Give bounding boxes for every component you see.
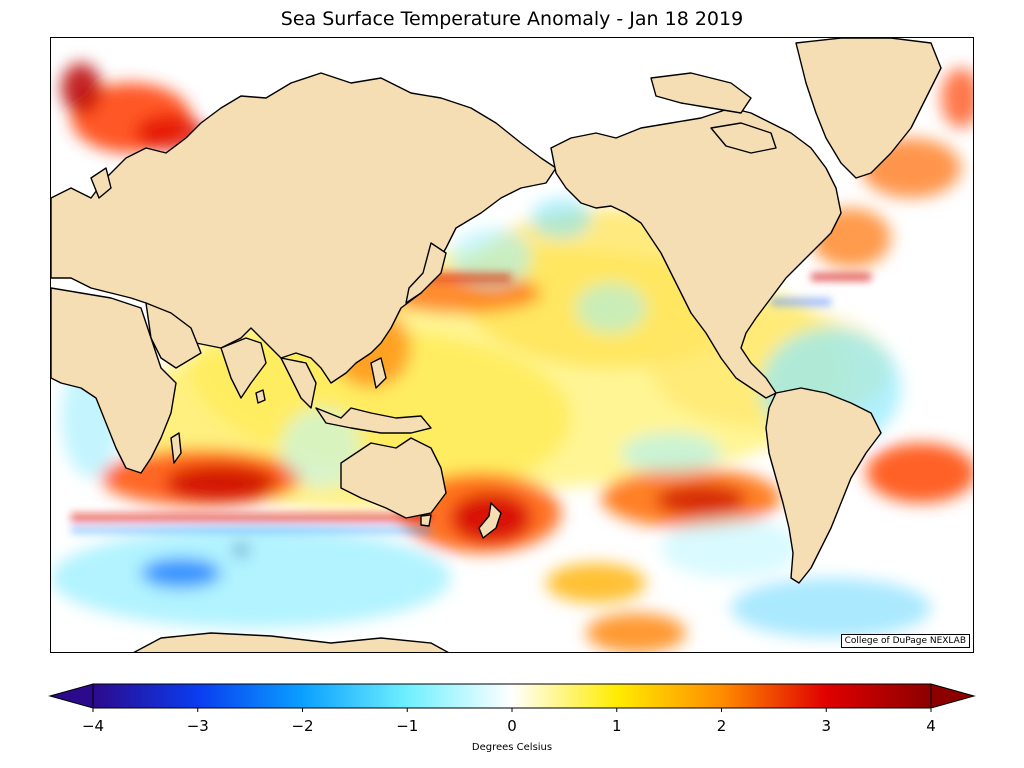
southeast-asia-landmass	[280, 357, 317, 409]
colorbar-tick-label: −4	[82, 717, 104, 735]
eurasia-landmass	[51, 72, 557, 384]
map-title: Sea Surface Temperature Anomaly - Jan 18…	[280, 8, 744, 30]
indonesia-landmass	[315, 407, 432, 434]
map-canvas	[51, 38, 973, 652]
arctic-islands-landmass	[650, 72, 752, 114]
colorbar-max-arrow	[930, 683, 976, 709]
colorbar: −4 −3 −2 −1 0 1 2 3 4	[48, 683, 976, 735]
tasmania-landmass	[420, 514, 432, 527]
new-zealand-landmass	[478, 502, 502, 539]
colorbar-tick-label: −3	[187, 717, 209, 735]
colorbar-tick-label: −1	[396, 717, 418, 735]
sst-anomaly-map: College of DuPage NEXLAB	[50, 37, 974, 653]
philippines-landmass	[370, 357, 387, 389]
japan-landmass	[405, 242, 447, 304]
colorbar-tick-label: 4	[926, 717, 936, 735]
australia-landmass	[340, 437, 447, 519]
colorbar-tick-label: 1	[612, 717, 622, 735]
colorbar-tick-label: −2	[291, 717, 313, 735]
madagascar-landmass	[170, 432, 182, 464]
india-landmass	[220, 337, 267, 399]
map-credit: College of DuPage NEXLAB	[840, 634, 970, 648]
colorbar-tick-label: 3	[821, 717, 831, 735]
antarctica-landmass	[133, 632, 449, 652]
south-america-landmass	[765, 387, 882, 584]
colorbar-label: Degrees Celsius	[471, 742, 553, 753]
land	[51, 38, 942, 652]
arctic-islands-landmass-2	[710, 122, 777, 154]
africa-landmass	[51, 287, 177, 474]
colorbar-ticks: −4 −3 −2 −1 0 1 2 3 4	[82, 708, 936, 735]
sri-lanka-landmass	[255, 389, 266, 404]
colorbar-tick-label: 2	[717, 717, 727, 735]
britain-landmass	[90, 167, 112, 199]
greenland-landmass	[795, 38, 942, 179]
colorbar-tick-label: 0	[507, 717, 517, 735]
colorbar-gradient	[92, 683, 932, 709]
anomaly-bands	[71, 273, 871, 534]
colorbar-min-arrow	[48, 683, 94, 709]
